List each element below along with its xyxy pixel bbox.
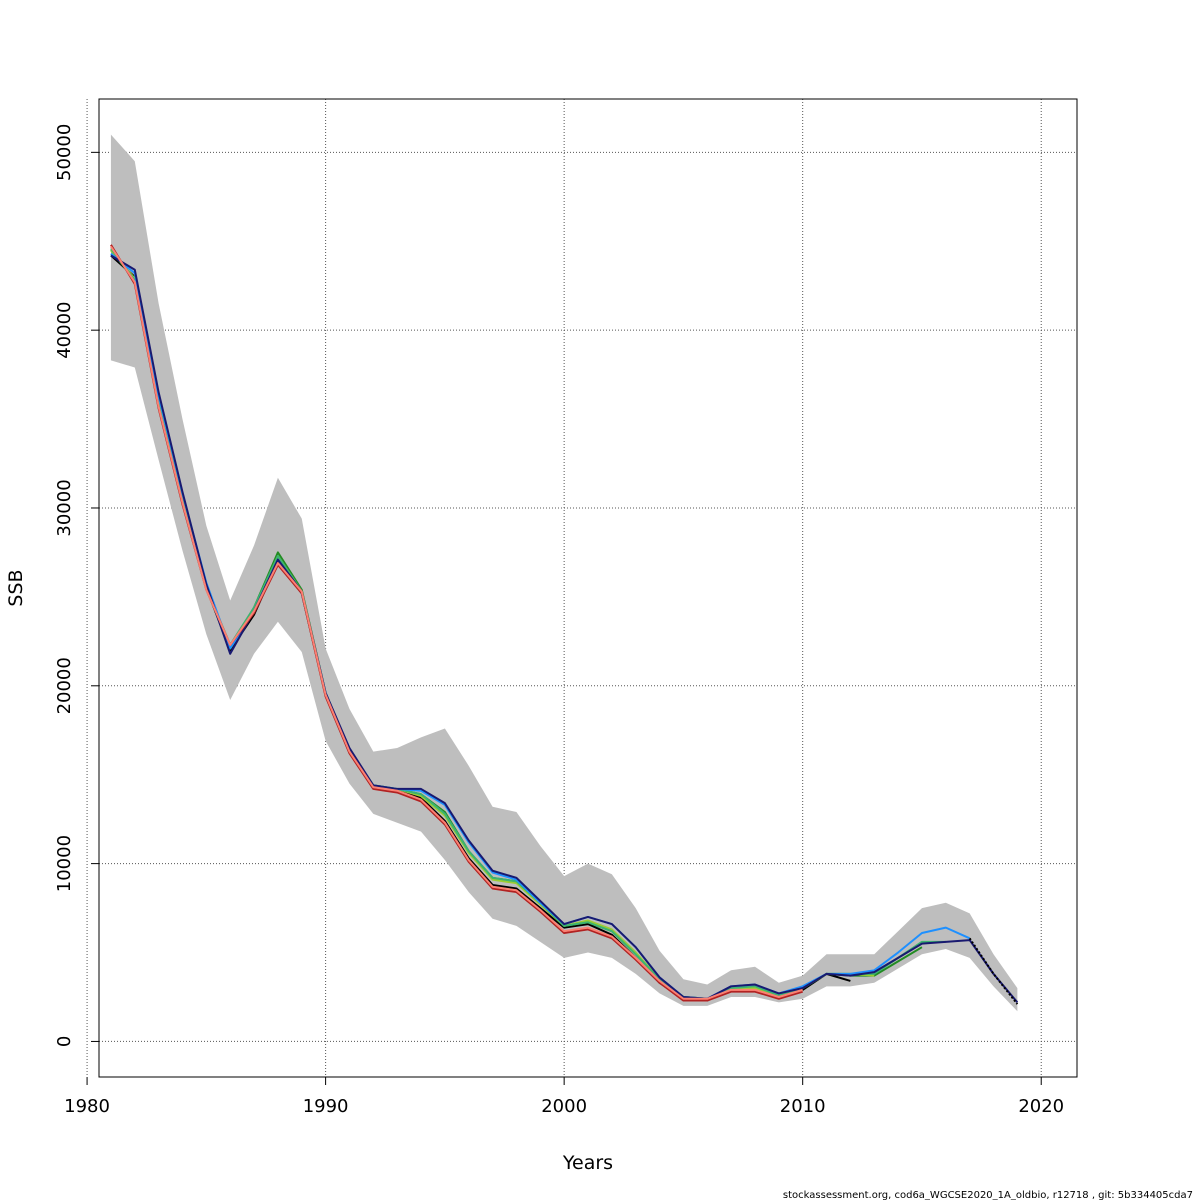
series-line bbox=[968, 937, 1019, 1005]
x-axis-title: Years bbox=[562, 1152, 613, 1174]
y-tick-label: 30000 bbox=[54, 479, 75, 536]
y-axis-title: SSB bbox=[5, 569, 27, 606]
confidence-band-layer bbox=[110, 134, 1018, 1012]
x-tick-label: 1980 bbox=[64, 1096, 110, 1117]
y-tick-label: 10000 bbox=[54, 835, 75, 892]
x-axis: 1980 1990 2000 2010 2020 bbox=[64, 1077, 1064, 1117]
plot-frame bbox=[98, 98, 1078, 1078]
y-tick-label: 20000 bbox=[54, 657, 75, 714]
y-axis: 0 10000 20000 30000 40000 50000 bbox=[54, 124, 99, 1047]
series-line bbox=[110, 246, 803, 1000]
y-tick-label: 50000 bbox=[54, 124, 75, 181]
confidence-band bbox=[110, 134, 1018, 1012]
x-tick-label: 2000 bbox=[541, 1096, 587, 1117]
x-tick-label: 2010 bbox=[780, 1096, 826, 1117]
y-tick-label: 0 bbox=[54, 1036, 75, 1047]
x-tick-label: 2020 bbox=[1018, 1096, 1064, 1117]
y-tick-label: 40000 bbox=[54, 302, 75, 359]
series-layer bbox=[110, 244, 1019, 1005]
x-tick-label: 1990 bbox=[303, 1096, 349, 1117]
footer-source-text: stockassessment.org, cod6a_WGCSE2020_1A_… bbox=[783, 1190, 1193, 1200]
